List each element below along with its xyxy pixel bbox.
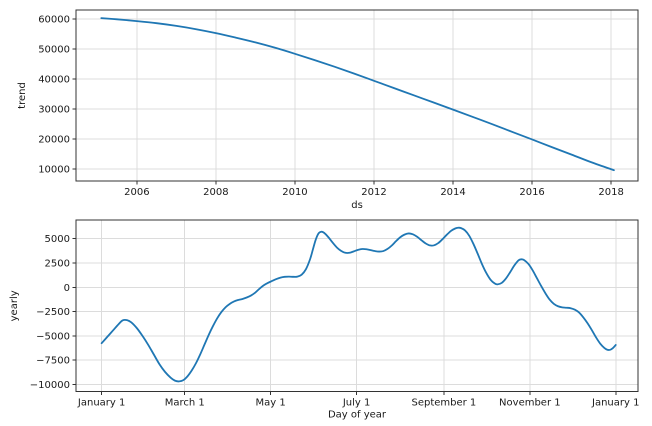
tick-marks: [72, 18, 612, 185]
plot-border: [75, 9, 639, 182]
y-tick-label: −7500: [36, 356, 70, 367]
y-tick-label: 60000: [38, 15, 70, 26]
x-tick-label: May 1: [256, 398, 286, 409]
x-tick-label: 2018: [598, 187, 623, 198]
y-tick-label: 20000: [38, 135, 70, 146]
x-axis-label: Day of year: [328, 410, 387, 421]
x-tick-label: 2010: [282, 187, 307, 198]
y-axis-label: yearly: [9, 290, 20, 321]
x-tick-label: 2006: [124, 187, 149, 198]
y-tick-label: 40000: [38, 75, 70, 86]
y-tick-label: −5000: [36, 331, 70, 342]
tick-labels: January 1 March 1 May 1 July 1 September 1 No…: [30, 234, 640, 408]
x-tick-label: 2016: [519, 187, 544, 198]
y-tick-label: 50000: [38, 45, 70, 56]
y-axis-label: trend: [17, 82, 28, 109]
x-tick-label: 2014: [440, 187, 465, 198]
trend-chart: 2006 2008 2010 2012 2014 2016 2018 10000 20000 30…: [17, 9, 639, 211]
y-tick-label: −10000: [30, 380, 70, 391]
gridlines: [76, 10, 638, 181]
yearly-seasonality-chart: January 1 March 1 May 1 July 1 September 1 No…: [9, 219, 640, 421]
x-tick-label: July 1: [342, 398, 371, 409]
x-tick-label: November 1: [499, 398, 561, 409]
y-tick-label: 10000: [38, 165, 70, 176]
x-tick-label: January 1: [77, 398, 125, 409]
y-tick-label: 5000: [45, 234, 70, 245]
y-tick-label: 2500: [45, 259, 70, 270]
x-tick-label: January 1: [591, 398, 639, 409]
y-tick-label: 30000: [38, 105, 70, 116]
x-tick-label: March 1: [165, 398, 205, 409]
gridlines: [76, 220, 638, 392]
x-tick-label: September 1: [411, 398, 476, 409]
x-axis-label: ds: [351, 200, 363, 211]
trend-line-series: [100, 17, 615, 172]
y-tick-label: −2500: [36, 307, 70, 318]
plot-border: [75, 219, 639, 393]
y-tick-label: 0: [64, 283, 70, 294]
yearly-line-series: [100, 226, 617, 383]
x-tick-label: 2008: [203, 187, 228, 198]
tick-labels: 2006 2008 2010 2012 2014 2016 2018 10000 20000 30…: [38, 15, 624, 199]
tick-marks: [72, 238, 617, 396]
x-tick-label: 2012: [361, 187, 386, 198]
